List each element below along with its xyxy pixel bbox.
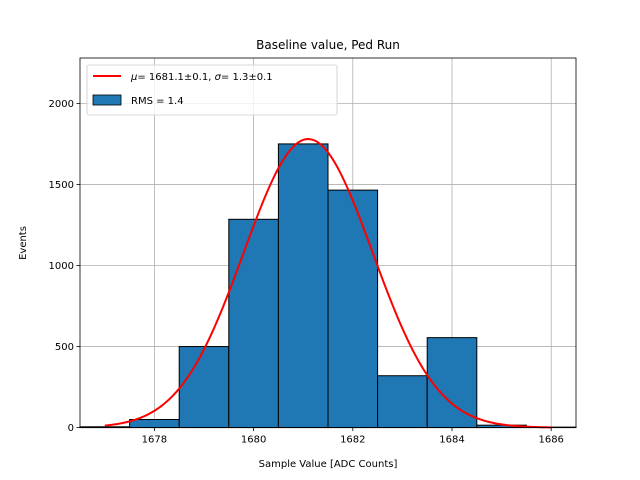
histogram-bar	[277, 143, 329, 429]
y-tick-label: 0	[68, 423, 74, 434]
y-axis-label: Events	[18, 226, 29, 260]
x-tick-label: 1684	[439, 435, 464, 446]
plot-frame	[79, 57, 577, 429]
x-tick-label: 1680	[241, 435, 266, 446]
x-tick-label: 1686	[538, 435, 563, 446]
y-tick-label: 1500	[49, 180, 74, 191]
legend-box	[86, 64, 338, 116]
legend-histogram-label: RMS = 1.4	[131, 96, 184, 107]
legend-fit-label: μ= 1681.1±0.1, σ= 1.3±0.1	[130, 72, 273, 83]
x-axis-ticks: 1678 1680 1682 1684 1686	[142, 427, 564, 446]
mu-symbol: μ	[130, 72, 137, 83]
y-tick-label: 2000	[49, 99, 74, 110]
histogram-bar	[228, 218, 279, 429]
histogram-bar	[426, 337, 478, 429]
y-tick-label: 500	[55, 342, 74, 353]
gaussian-fit-curve	[104, 138, 552, 429]
chart-title: Baseline value, Ped Run	[256, 38, 400, 52]
x-tick-label: 1678	[142, 435, 167, 446]
y-axis-ticks: 0 500 1000 1500 2000	[49, 99, 80, 434]
legend-fit-label-part2: = 1.3±0.1	[221, 72, 273, 83]
legend: μ= 1681.1±0.1, σ= 1.3±0.1 RMS = 1.4	[86, 64, 338, 116]
histogram-bars	[79, 143, 577, 429]
x-axis-label: Sample Value [ADC Counts]	[259, 459, 398, 470]
y-tick-label: 1000	[49, 261, 74, 272]
legend-histogram-swatch	[92, 94, 122, 106]
x-tick-label: 1682	[340, 435, 365, 446]
histogram-bar	[327, 189, 379, 429]
histogram-bar	[377, 375, 428, 429]
legend-fit-label-part1: = 1681.1±0.1,	[137, 72, 214, 83]
sigma-symbol: σ	[215, 72, 222, 83]
histogram-bar	[129, 418, 180, 429]
histogram-bar	[178, 346, 230, 429]
